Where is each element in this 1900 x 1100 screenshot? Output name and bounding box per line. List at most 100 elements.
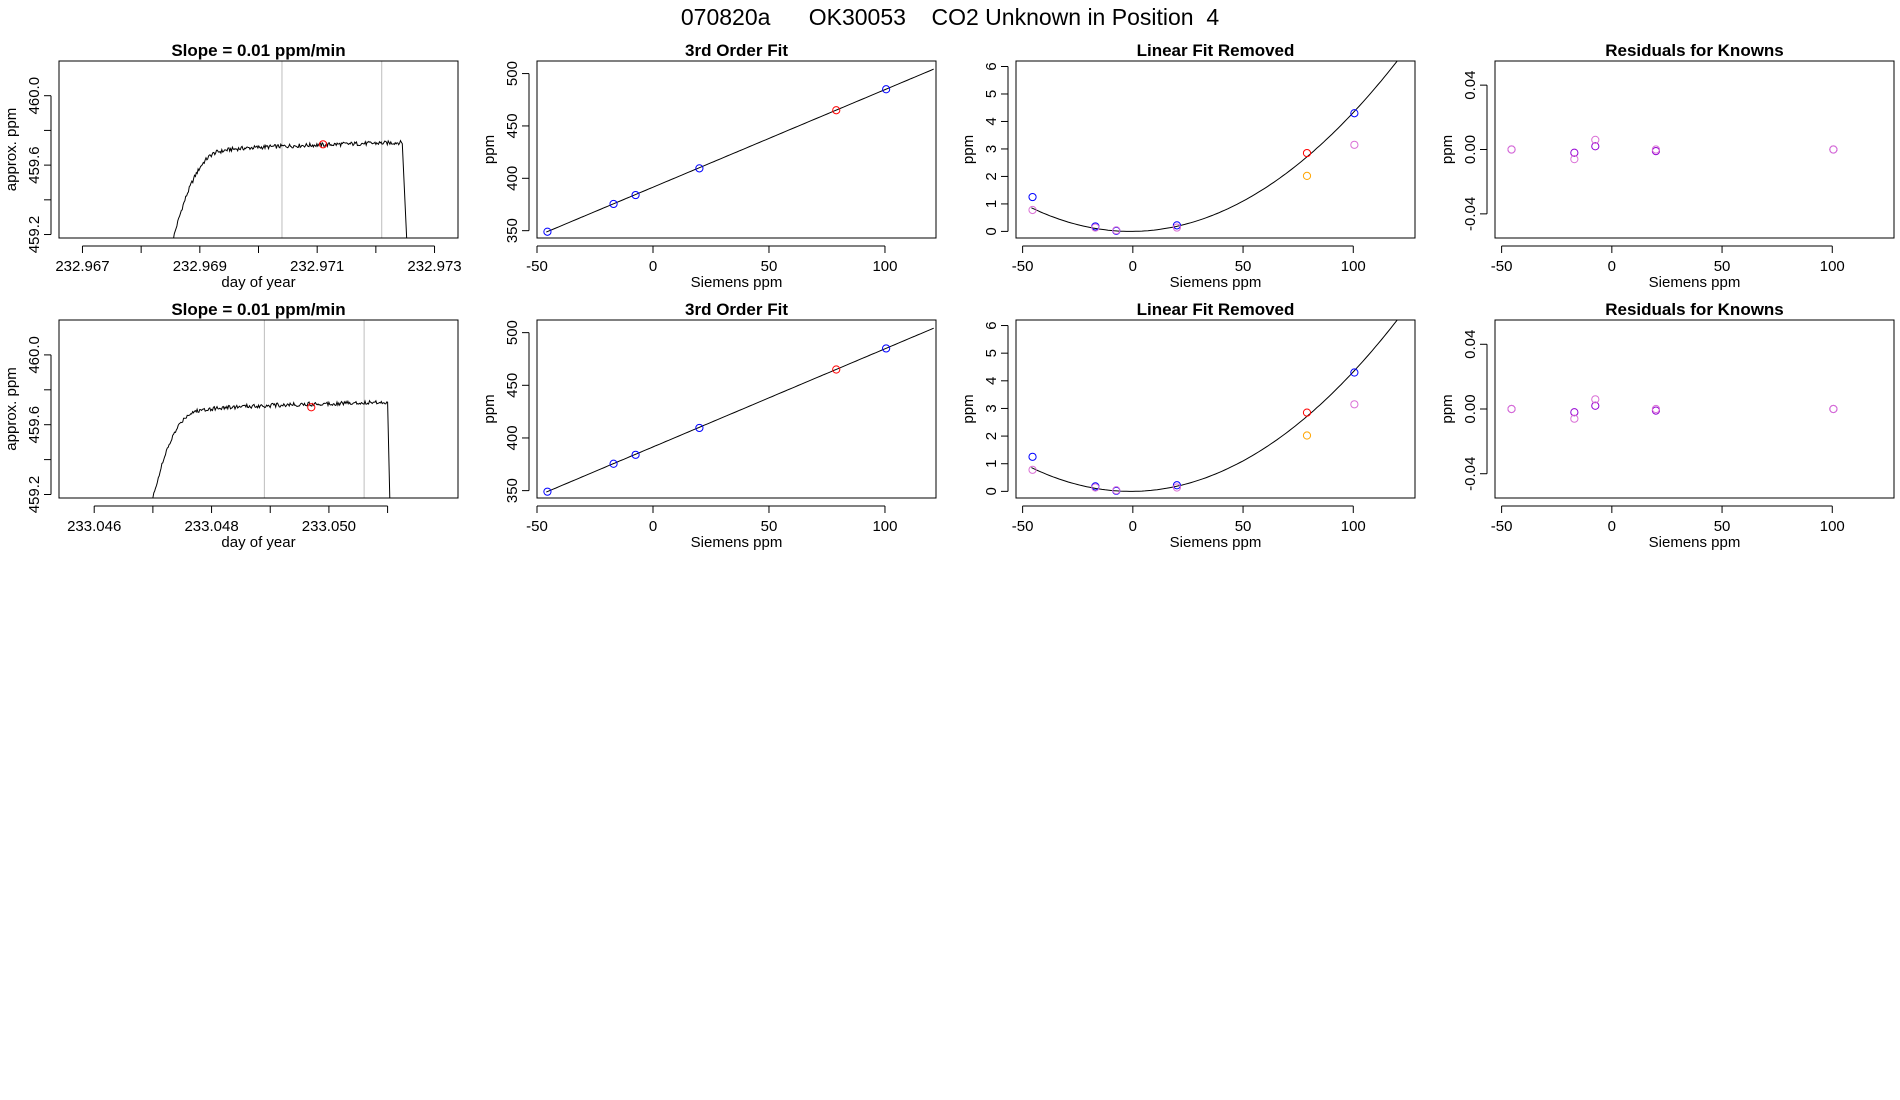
y-tick-label: 400 bbox=[504, 166, 521, 191]
x-axis-label: Siemens ppm bbox=[1170, 534, 1262, 551]
y-tick-label: 500 bbox=[504, 61, 521, 86]
plot-frame bbox=[536, 319, 937, 499]
y-axis-label: ppm bbox=[481, 135, 498, 164]
x-tick-label: -50 bbox=[526, 258, 548, 275]
x-tick-label: 233.050 bbox=[302, 518, 356, 535]
data-point bbox=[1091, 223, 1100, 232]
y-axis-label: ppm bbox=[960, 135, 977, 164]
fit-curve bbox=[546, 68, 934, 233]
y-tick-label: 459.2 bbox=[26, 476, 43, 514]
data-point bbox=[1829, 145, 1838, 154]
data-point bbox=[1028, 465, 1037, 474]
plot-area bbox=[1028, 61, 1398, 235]
y-tick-label: 350 bbox=[504, 478, 521, 503]
data-point bbox=[1651, 404, 1661, 414]
data-point bbox=[1091, 483, 1100, 492]
x-tick-label: 50 bbox=[761, 258, 778, 275]
plot-frame bbox=[1015, 60, 1416, 239]
sample-marker bbox=[318, 140, 328, 149]
x-tick-label: 50 bbox=[1235, 258, 1252, 275]
y-tick-label: 400 bbox=[504, 425, 521, 450]
y-tick-label: 2 bbox=[983, 432, 1000, 440]
data-point bbox=[1302, 408, 1312, 417]
x-axis-label: day of year bbox=[221, 534, 295, 551]
x-tick-label: 50 bbox=[761, 518, 778, 535]
chart-fit-1: 3rd Order Fit -50 0 50 100 Siemens ppm 350 400 4… bbox=[481, 41, 937, 291]
chart-fit-2: 3rd Order Fit -50 0 50 100 Siemens ppm 350 400 4… bbox=[481, 300, 937, 551]
page-title: 070820a OK30053 CO2 Unknown in Position … bbox=[680, 4, 1220, 30]
x-tick-label: -50 bbox=[1012, 258, 1034, 275]
fit-curve bbox=[1031, 320, 1398, 492]
data-point bbox=[1570, 414, 1579, 423]
plot-area bbox=[1028, 320, 1398, 495]
x-tick-label: 100 bbox=[1341, 258, 1366, 275]
x-tick-label: 100 bbox=[1820, 258, 1845, 275]
data-point bbox=[1302, 171, 1312, 180]
data-point bbox=[543, 227, 552, 236]
x-tick-label: 100 bbox=[1820, 518, 1845, 535]
data-point bbox=[1350, 140, 1359, 149]
plot-area bbox=[543, 327, 934, 496]
data-point bbox=[1651, 147, 1661, 156]
x-tick-label: 232.969 bbox=[173, 258, 227, 275]
chart-title: Residuals for Knowns bbox=[1605, 300, 1784, 319]
y-tick-label: 1 bbox=[983, 460, 1000, 468]
y-tick-label: 0.04 bbox=[1462, 330, 1479, 359]
fit-curve bbox=[546, 327, 934, 493]
plot-frame bbox=[1015, 319, 1416, 499]
data-point bbox=[1112, 486, 1121, 495]
data-point bbox=[543, 487, 552, 496]
y-axis-label: approx. ppm bbox=[3, 367, 20, 450]
data-point bbox=[1591, 395, 1600, 404]
data-point bbox=[1172, 481, 1182, 490]
y-tick-label: 1 bbox=[983, 200, 1000, 208]
y-tick-label: 459.2 bbox=[26, 216, 43, 254]
data-point bbox=[1570, 148, 1579, 157]
x-tick-label: -50 bbox=[526, 518, 548, 535]
plot-area bbox=[152, 399, 391, 498]
y-tick-label: -0.04 bbox=[1462, 457, 1479, 491]
chart-linrem-2: Linear Fit Removed -50 0 50 100 Siemens ppm 0 1… bbox=[960, 300, 1416, 551]
x-axis-label: Siemens ppm bbox=[691, 274, 783, 291]
concentration-trace bbox=[173, 139, 408, 238]
data-point bbox=[1570, 155, 1579, 164]
plot-area bbox=[543, 68, 934, 236]
chart-title: 3rd Order Fit bbox=[685, 41, 788, 60]
data-point bbox=[1028, 205, 1037, 215]
data-point bbox=[1507, 145, 1516, 154]
y-tick-label: 460.0 bbox=[26, 336, 43, 374]
data-point bbox=[609, 199, 618, 209]
data-point bbox=[1350, 109, 1359, 118]
data-point bbox=[1302, 431, 1312, 440]
x-tick-label: 233.046 bbox=[67, 518, 121, 535]
data-point bbox=[1172, 223, 1182, 232]
data-point bbox=[1651, 145, 1661, 154]
y-tick-label: 6 bbox=[983, 321, 1000, 329]
y-tick-label: 460.0 bbox=[26, 77, 43, 115]
y-tick-label: 500 bbox=[504, 320, 521, 345]
y-tick-label: 3 bbox=[983, 145, 1000, 153]
plot-frame bbox=[536, 60, 937, 239]
data-point bbox=[1302, 148, 1312, 158]
data-point bbox=[1350, 368, 1359, 377]
plot-frame bbox=[1494, 319, 1895, 499]
chart-linrem-1: Linear Fit Removed -50 0 50 100 Siemens ppm 0 1… bbox=[960, 41, 1416, 291]
y-axis-label: ppm bbox=[1439, 394, 1456, 423]
data-point bbox=[1172, 221, 1182, 230]
y-axis-label: ppm bbox=[1439, 135, 1456, 164]
x-tick-label: 0 bbox=[1129, 258, 1137, 275]
data-point bbox=[1028, 192, 1037, 202]
y-tick-label: 450 bbox=[504, 113, 521, 138]
x-tick-label: 100 bbox=[872, 258, 897, 275]
y-tick-label: 0 bbox=[983, 227, 1000, 235]
sample-marker bbox=[307, 403, 316, 412]
data-point bbox=[832, 365, 841, 374]
x-tick-label: 232.973 bbox=[407, 258, 461, 275]
x-axis-label: day of year bbox=[221, 274, 295, 291]
y-axis-label: approx. ppm bbox=[3, 108, 20, 191]
x-tick-label: 233.048 bbox=[184, 518, 238, 535]
x-tick-label: 100 bbox=[872, 518, 897, 535]
x-tick-label: 50 bbox=[1714, 258, 1731, 275]
concentration-trace bbox=[152, 399, 391, 498]
